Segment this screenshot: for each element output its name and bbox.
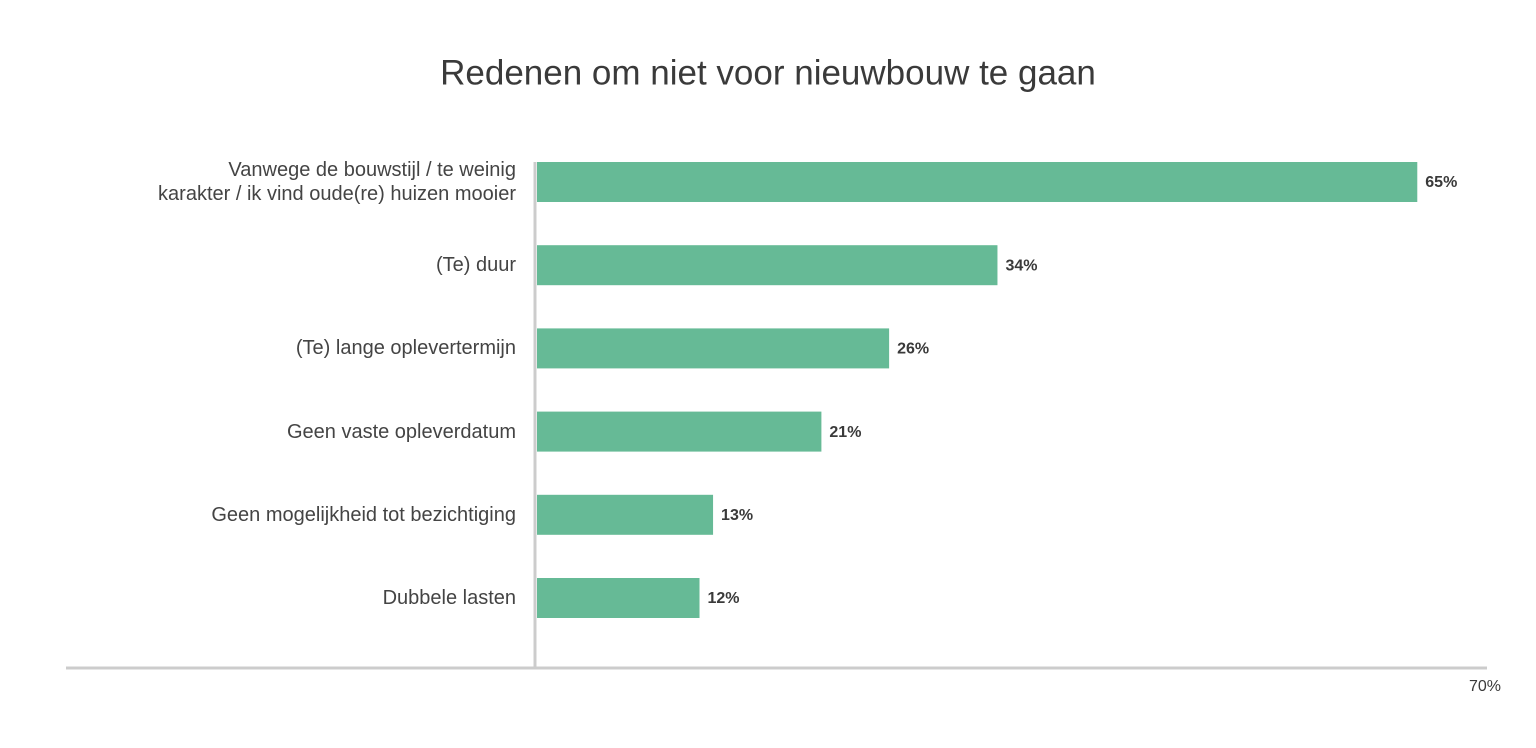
bar xyxy=(537,411,822,452)
category-label: (Te) duur xyxy=(435,254,516,277)
chart-title: Redenen om niet voor nieuwbouw te gaan xyxy=(440,53,1096,92)
value-label: 65% xyxy=(1425,174,1457,191)
value-label: 12% xyxy=(708,590,740,607)
bar xyxy=(537,162,1418,202)
category-label: Geen vaste opleverdatum xyxy=(286,420,516,443)
value-label: 26% xyxy=(897,341,929,358)
value-label: 13% xyxy=(721,507,753,524)
bar xyxy=(537,578,700,618)
category-label: Geen mogelijkheid tot bezichtiging xyxy=(211,503,516,526)
value-label: 21% xyxy=(829,424,861,441)
bar xyxy=(537,494,714,535)
x-tick-label: 70% xyxy=(1469,678,1501,695)
category-label: (Te) lange oplevertermijn xyxy=(295,337,516,360)
bar xyxy=(537,328,890,369)
value-label: 34% xyxy=(1005,257,1037,274)
bar xyxy=(537,245,998,286)
category-label: Vanwege de bouwstijl / te weinig karakte… xyxy=(158,159,516,205)
category-label: Dubbele lasten xyxy=(382,587,516,609)
